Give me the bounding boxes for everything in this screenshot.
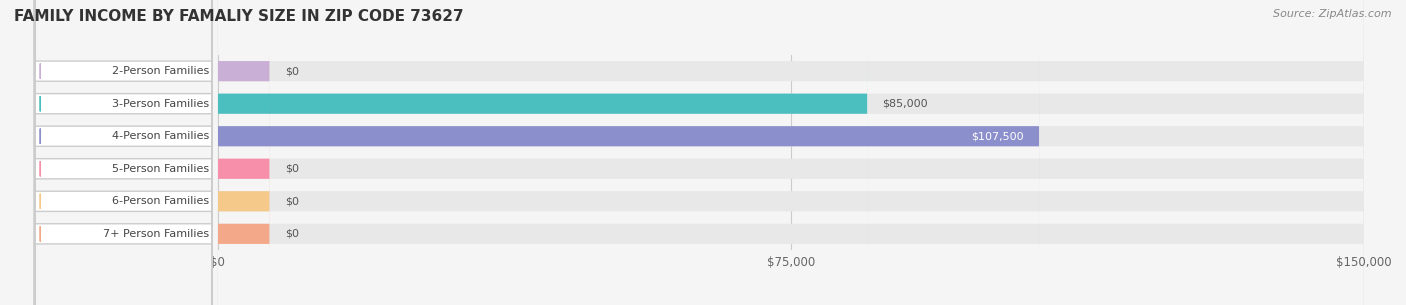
FancyBboxPatch shape	[218, 0, 1039, 305]
FancyBboxPatch shape	[218, 0, 1364, 305]
Text: $0: $0	[285, 164, 298, 174]
Text: $0: $0	[285, 196, 298, 206]
FancyBboxPatch shape	[218, 0, 270, 305]
FancyBboxPatch shape	[218, 0, 1364, 305]
Text: 7+ Person Families: 7+ Person Families	[103, 229, 208, 239]
Text: 5-Person Families: 5-Person Families	[111, 164, 208, 174]
FancyBboxPatch shape	[35, 0, 212, 305]
FancyBboxPatch shape	[35, 0, 212, 305]
FancyBboxPatch shape	[35, 0, 212, 305]
Text: $0: $0	[285, 66, 298, 76]
Text: $107,500: $107,500	[972, 131, 1024, 141]
Text: 2-Person Families: 2-Person Families	[111, 66, 208, 76]
FancyBboxPatch shape	[218, 0, 1364, 305]
FancyBboxPatch shape	[218, 0, 270, 305]
FancyBboxPatch shape	[218, 0, 270, 305]
FancyBboxPatch shape	[35, 0, 212, 305]
Text: $85,000: $85,000	[883, 99, 928, 109]
FancyBboxPatch shape	[218, 0, 1364, 305]
FancyBboxPatch shape	[218, 0, 1364, 305]
Text: 6-Person Families: 6-Person Families	[111, 196, 208, 206]
Text: 4-Person Families: 4-Person Families	[111, 131, 208, 141]
Text: 3-Person Families: 3-Person Families	[111, 99, 208, 109]
Text: Source: ZipAtlas.com: Source: ZipAtlas.com	[1274, 9, 1392, 19]
FancyBboxPatch shape	[218, 0, 868, 305]
FancyBboxPatch shape	[218, 0, 1364, 305]
Text: $0: $0	[285, 229, 298, 239]
FancyBboxPatch shape	[218, 0, 270, 305]
Text: FAMILY INCOME BY FAMALIY SIZE IN ZIP CODE 73627: FAMILY INCOME BY FAMALIY SIZE IN ZIP COD…	[14, 9, 464, 24]
FancyBboxPatch shape	[35, 0, 212, 305]
FancyBboxPatch shape	[35, 0, 212, 305]
